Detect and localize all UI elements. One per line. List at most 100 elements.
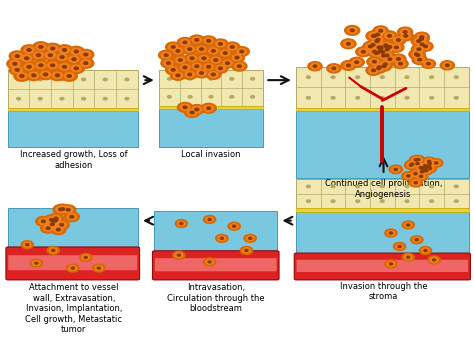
Circle shape [232, 55, 242, 61]
Circle shape [369, 48, 384, 58]
Circle shape [197, 70, 206, 76]
Circle shape [331, 76, 335, 78]
Circle shape [44, 73, 47, 76]
Circle shape [48, 215, 64, 224]
Circle shape [235, 56, 239, 59]
Circle shape [35, 262, 38, 264]
Circle shape [377, 66, 381, 69]
Circle shape [341, 39, 356, 49]
Circle shape [355, 61, 359, 64]
Circle shape [417, 40, 420, 42]
Circle shape [376, 33, 380, 36]
Circle shape [82, 98, 85, 100]
Circle shape [385, 229, 397, 237]
Circle shape [46, 227, 50, 230]
Circle shape [209, 48, 218, 54]
Circle shape [420, 36, 424, 38]
Circle shape [185, 71, 194, 77]
Circle shape [206, 70, 221, 79]
Circle shape [195, 39, 199, 41]
Circle shape [418, 41, 427, 47]
Circle shape [178, 59, 182, 61]
Circle shape [71, 267, 74, 269]
Circle shape [171, 46, 175, 48]
Circle shape [372, 63, 387, 72]
FancyBboxPatch shape [155, 258, 277, 271]
Circle shape [60, 56, 64, 58]
Circle shape [373, 61, 376, 63]
Circle shape [183, 41, 187, 44]
Circle shape [207, 66, 210, 68]
Circle shape [372, 38, 382, 44]
Circle shape [27, 49, 31, 51]
Bar [8, 112, 138, 147]
Circle shape [207, 107, 210, 110]
Circle shape [209, 71, 218, 77]
Circle shape [20, 75, 24, 77]
Circle shape [18, 53, 35, 64]
Circle shape [190, 57, 194, 59]
Circle shape [404, 255, 412, 260]
Circle shape [67, 264, 79, 272]
Circle shape [164, 54, 168, 56]
Circle shape [415, 239, 419, 241]
Circle shape [425, 159, 433, 164]
Circle shape [57, 222, 66, 228]
Circle shape [173, 72, 182, 78]
Circle shape [446, 64, 449, 67]
Circle shape [103, 98, 107, 100]
Circle shape [418, 169, 426, 174]
Circle shape [97, 267, 100, 269]
Circle shape [209, 96, 213, 98]
Circle shape [414, 157, 422, 162]
Circle shape [48, 45, 58, 52]
Circle shape [407, 256, 410, 258]
Circle shape [381, 185, 384, 188]
Circle shape [177, 38, 192, 47]
Circle shape [391, 35, 406, 45]
Circle shape [44, 215, 59, 225]
Circle shape [69, 266, 77, 270]
Circle shape [388, 46, 392, 48]
Circle shape [417, 34, 427, 40]
Circle shape [393, 242, 406, 250]
Bar [159, 70, 263, 106]
Circle shape [24, 242, 31, 247]
Circle shape [61, 205, 76, 215]
Circle shape [385, 260, 397, 268]
Circle shape [80, 254, 92, 261]
Circle shape [211, 57, 220, 63]
Circle shape [36, 216, 51, 226]
Circle shape [69, 56, 79, 63]
Circle shape [203, 216, 216, 223]
Circle shape [419, 246, 432, 255]
Circle shape [230, 96, 234, 98]
Circle shape [379, 47, 383, 50]
Circle shape [379, 63, 389, 69]
Circle shape [371, 35, 385, 45]
Circle shape [419, 38, 423, 40]
Circle shape [308, 62, 322, 71]
Circle shape [376, 44, 385, 50]
Circle shape [180, 39, 190, 45]
Circle shape [440, 61, 455, 70]
Circle shape [424, 61, 433, 67]
Circle shape [190, 111, 194, 114]
Circle shape [188, 73, 191, 76]
Circle shape [171, 69, 175, 71]
Circle shape [228, 222, 240, 230]
Circle shape [435, 162, 438, 164]
Circle shape [345, 26, 360, 35]
Circle shape [427, 63, 430, 65]
Circle shape [430, 258, 438, 262]
Circle shape [46, 52, 55, 58]
Circle shape [420, 43, 424, 46]
Circle shape [375, 40, 379, 43]
Circle shape [377, 67, 381, 70]
Circle shape [369, 33, 378, 39]
Circle shape [388, 58, 392, 61]
Circle shape [378, 40, 393, 50]
Circle shape [74, 50, 78, 53]
Circle shape [410, 164, 413, 166]
Circle shape [45, 43, 61, 54]
